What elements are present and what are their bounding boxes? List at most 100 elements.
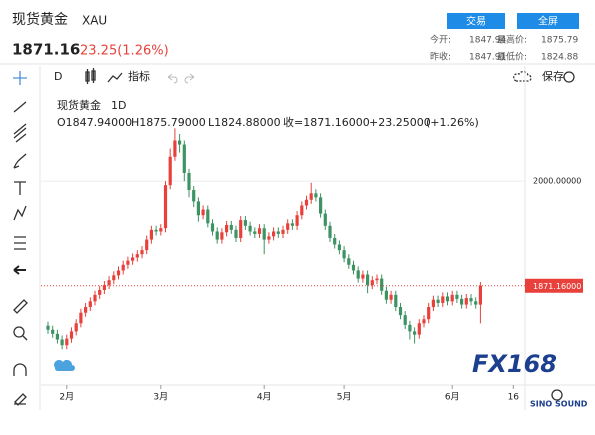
candle-body [455, 294, 459, 299]
candle-body [182, 144, 186, 173]
candle-body [422, 319, 426, 324]
price: 1871.16 [12, 41, 80, 59]
candle-body [460, 298, 464, 305]
redo[interactable] [184, 73, 195, 84]
interval-button[interactable]: D [54, 70, 62, 83]
candle-body [225, 224, 229, 233]
candle-body [342, 250, 346, 259]
stat-value: 1875.79 [541, 36, 578, 46]
undo[interactable] [167, 73, 178, 84]
candle-body [187, 172, 191, 191]
fullscreen-label[interactable]: 全屏 [538, 15, 558, 28]
watermark-logo: FX168 [472, 350, 557, 378]
pattern-tool[interactable] [13, 205, 27, 221]
text-tool[interactable] [14, 181, 26, 195]
candle-body [257, 228, 262, 234]
chart-type-icon[interactable] [85, 68, 96, 84]
prediction-tool[interactable] [14, 236, 26, 250]
watermark-text: SINO SOUND [530, 400, 588, 409]
candle-body [351, 264, 356, 271]
candle-body [427, 307, 431, 320]
legend-ohlc: L1824.88000 [208, 116, 281, 129]
candle-body [431, 299, 435, 308]
fullscreen-button[interactable] [517, 13, 579, 29]
legend-name: 现货黄金 [57, 98, 101, 112]
zoom-tool[interactable] [13, 326, 25, 338]
candle-body [408, 324, 412, 332]
candle-body [145, 239, 149, 251]
candle-body [234, 229, 238, 238]
candle-body [163, 185, 168, 229]
legend-ohlc: (+1.26%) [426, 116, 479, 129]
x-tick-label: 4月 [257, 392, 272, 403]
last-price-box [525, 278, 583, 293]
candle-body [239, 220, 243, 238]
candle-body [300, 205, 304, 216]
drawing-tools [13, 71, 28, 406]
candle-body [337, 244, 341, 251]
candle-body [149, 229, 153, 240]
line-tool[interactable] [13, 101, 27, 113]
y-tick-label: 2000.00000 [533, 177, 581, 186]
candle-body [46, 325, 50, 330]
legend-ohlc: H1875.79000 [131, 116, 206, 129]
candle-body [112, 275, 116, 281]
candle-body [319, 197, 323, 214]
candle-body [309, 193, 313, 200]
stat-value: 1824.88 [541, 53, 578, 63]
candle-body [464, 298, 468, 305]
candle-body [328, 225, 332, 238]
candle-body [469, 298, 473, 302]
candle-body [398, 307, 403, 316]
candle-body [445, 296, 450, 302]
fib-tool[interactable] [13, 123, 27, 143]
save-button[interactable]: 保存 [542, 69, 564, 83]
candle-body [403, 315, 407, 325]
chart-settings[interactable] [551, 389, 563, 401]
candle-body [333, 237, 337, 245]
candle-body [262, 228, 266, 240]
indicator-button[interactable]: 指标 [128, 69, 150, 83]
candle-body [206, 209, 210, 224]
candle-body [192, 190, 196, 202]
candle-body [201, 209, 205, 216]
candle-body [210, 223, 215, 232]
candle-body [154, 229, 158, 232]
candle-body [441, 296, 445, 303]
magnet-tool[interactable] [13, 363, 27, 376]
trade-label[interactable]: 交易 [466, 15, 486, 28]
instrument-name: 现货黄金 [12, 11, 68, 28]
candle-body [135, 254, 139, 258]
candle-body [126, 260, 130, 265]
candle-body [478, 285, 482, 305]
candle-body [356, 270, 360, 279]
candle-body [131, 257, 135, 261]
candle-body [366, 274, 370, 286]
candle-body [102, 285, 106, 290]
last-price-label: 1871.16000 [533, 282, 581, 291]
candle-body [450, 294, 454, 302]
brush-tool[interactable] [13, 153, 27, 169]
back-tool[interactable] [13, 265, 26, 275]
erase-tool[interactable] [14, 393, 27, 406]
candle-body [159, 228, 163, 232]
ruler-tool[interactable] [13, 299, 28, 314]
candle-body [88, 301, 92, 308]
candle-body [84, 307, 88, 313]
candle-body [389, 294, 393, 300]
candle-body [93, 294, 97, 302]
legend-ohlc: 收=1871.16000 [283, 115, 370, 129]
settings-icon[interactable] [563, 71, 575, 83]
candle-body [140, 250, 144, 255]
candle-body [286, 223, 290, 230]
candle-body [168, 156, 172, 186]
candle-body [74, 323, 78, 332]
stat-label: 最低价: [497, 51, 527, 63]
crosshair-tool[interactable] [13, 71, 27, 85]
stat-value: 1847.94 [469, 36, 506, 46]
candle-body [380, 278, 384, 291]
x-tick-label: 5月 [337, 392, 352, 403]
save-icon[interactable] [513, 70, 532, 82]
trade-button[interactable] [447, 13, 505, 29]
indicator-icon[interactable] [107, 72, 123, 83]
